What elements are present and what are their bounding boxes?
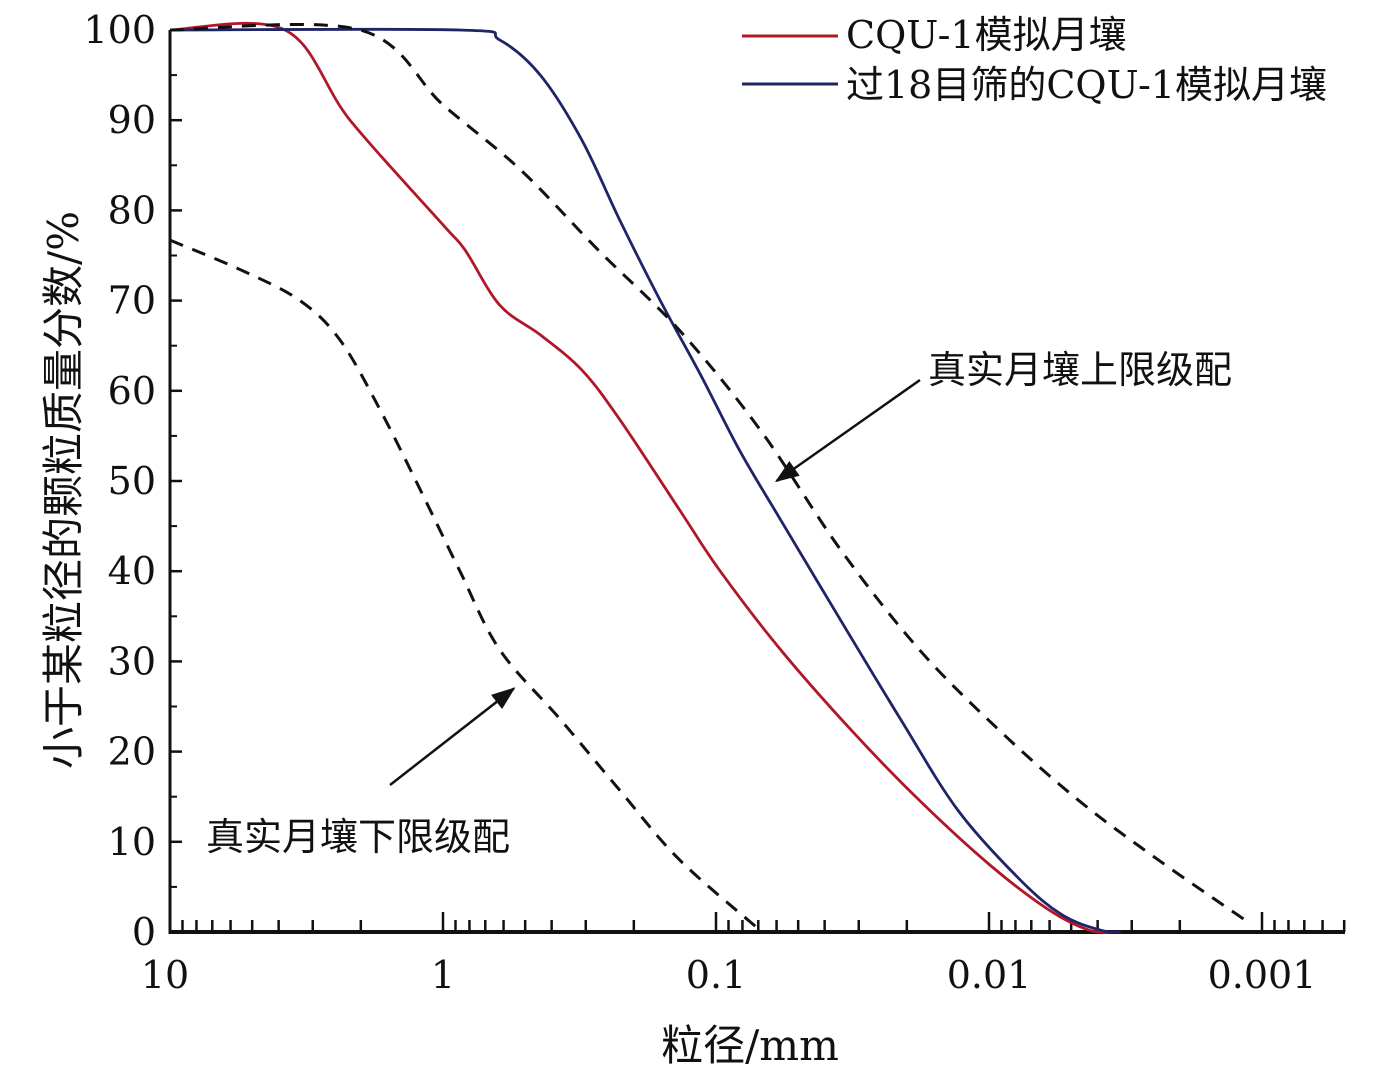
y-tick-label: 70	[108, 279, 156, 323]
x-axis-label: 粒径/mm	[661, 1021, 839, 1070]
x-tick-label: 0.01	[947, 953, 1032, 997]
y-tick-label: 60	[108, 369, 156, 413]
y-tick-label: 30	[108, 639, 156, 683]
legend-label-cqu1: CQU-1模拟月壤	[846, 13, 1127, 57]
annotation-upper-limit: 真实月壤上限级配	[928, 348, 1232, 392]
series-line-2	[169, 22, 1247, 922]
series-line-0	[169, 21, 1114, 934]
x-tick-label: 0.001	[1208, 953, 1317, 997]
y-tick-label: 100	[83, 8, 156, 52]
arrow-lower-limit	[389, 687, 516, 786]
y-tick-label: 80	[108, 188, 156, 232]
y-tick-label: 20	[108, 730, 156, 774]
series-line-1	[169, 27, 1121, 934]
annotation-lower-limit: 真实月壤下限级配	[206, 815, 510, 859]
arrow-upper-limit	[774, 378, 921, 483]
y-tick-label: 90	[108, 98, 156, 142]
y-tick-label: 50	[108, 459, 156, 503]
y-tick-label: 40	[108, 549, 156, 593]
y-tick-label: 10	[108, 820, 156, 864]
legend: CQU-1模拟月壤 过18目筛的CQU-1模拟月壤	[742, 13, 1327, 107]
series-line-3	[169, 238, 761, 932]
y-tick-label: 0	[132, 910, 156, 954]
legend-label-cqu1-sieved: 过18目筛的CQU-1模拟月壤	[846, 63, 1327, 107]
x-tick-label: 0.1	[686, 953, 746, 997]
y-axis-label: 小于某粒径的颗粒质量分数/%	[39, 211, 88, 769]
x-tick-label: 1	[431, 953, 455, 997]
x-tick-label: 10	[141, 953, 189, 997]
